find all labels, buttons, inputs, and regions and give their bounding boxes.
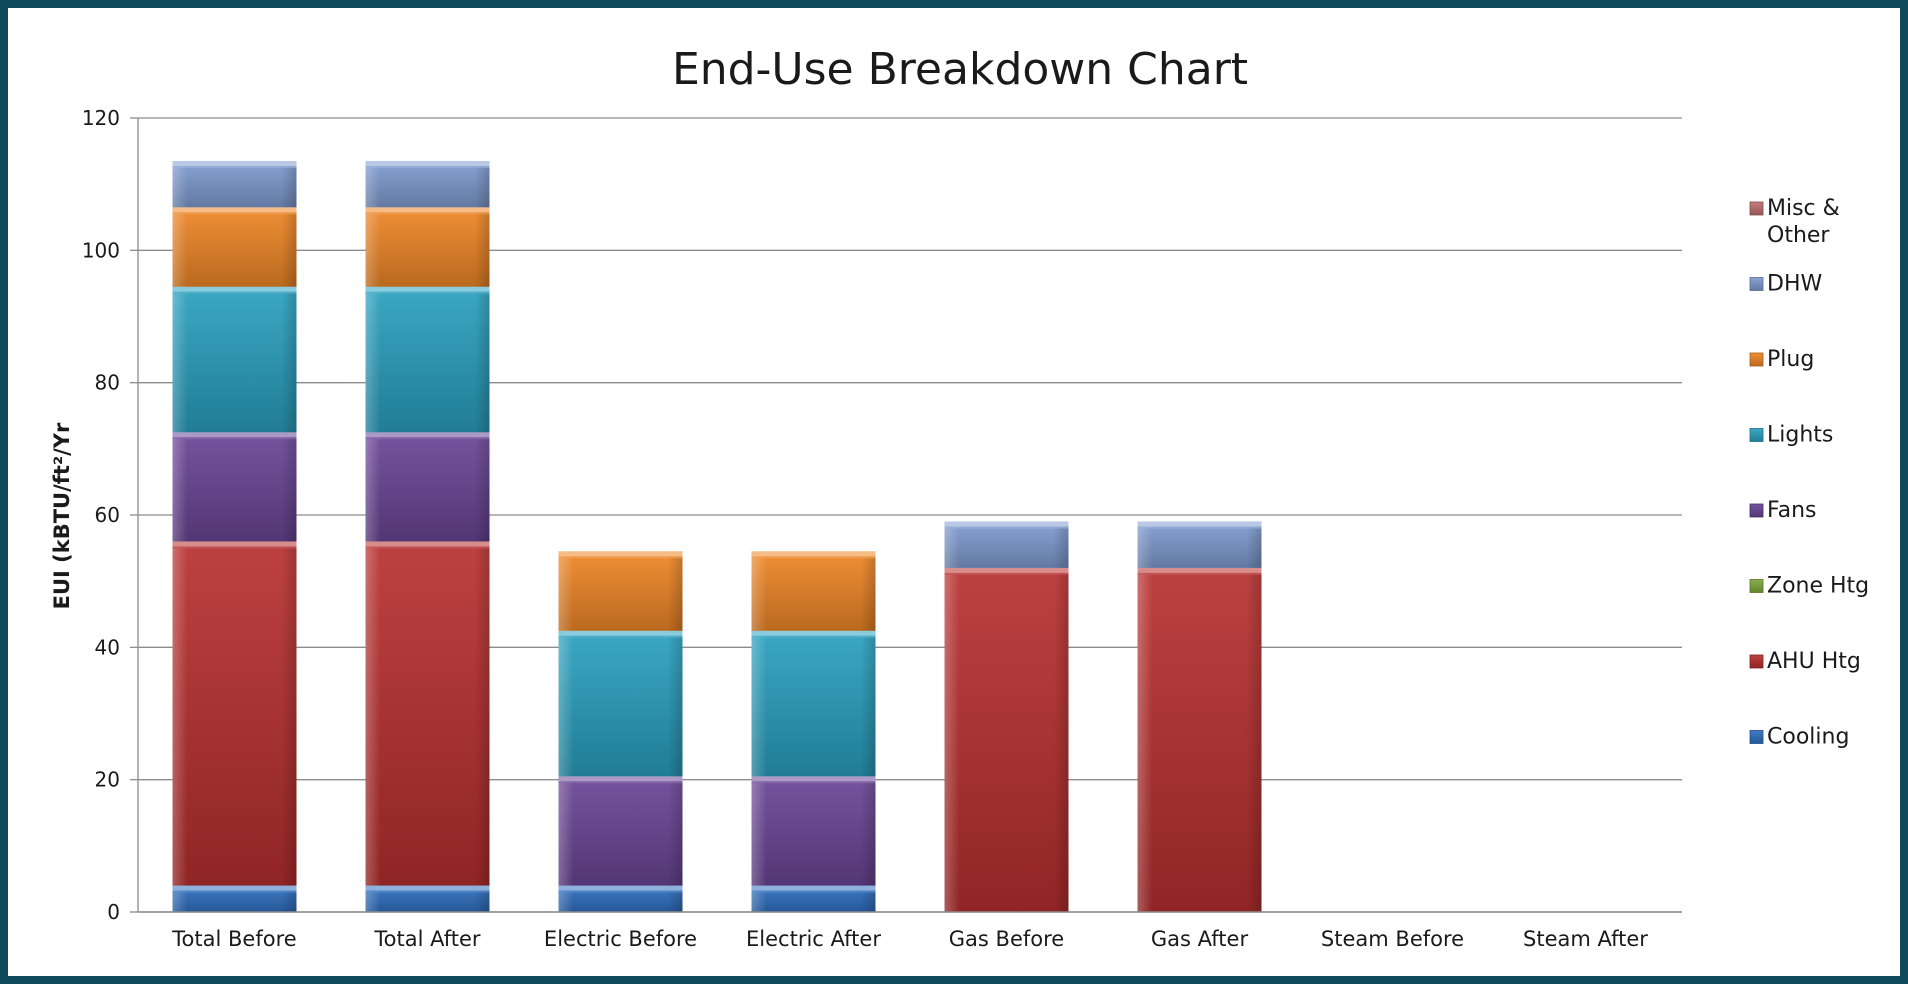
bar-electric-before-fans (558, 776, 683, 886)
legend-item-zone-htg: Zone Htg (1749, 574, 1869, 599)
bar-electric-before-cooling (558, 885, 683, 912)
y-tick-label-120: 120 (82, 106, 120, 130)
bar-total-before-fans (172, 432, 297, 542)
chart-title: End-Use Breakdown Chart (672, 44, 1248, 95)
bar-total-after-lights (365, 286, 490, 433)
x-tick-label-steam-before: Steam Before (1321, 927, 1464, 951)
bar-electric-before-plug (558, 551, 683, 631)
legend-item-plug: Plug (1749, 347, 1814, 372)
bar-electric-after-cooling (751, 885, 876, 912)
bar-total-after-plug (365, 207, 490, 287)
x-tick-label-gas-before: Gas Before (949, 927, 1064, 951)
bar-total-after-cooling (365, 885, 490, 912)
bar-total-after-fans (365, 432, 490, 542)
legend-item-dhw: DHW (1749, 272, 1822, 297)
y-tick-label-80: 80 (95, 371, 120, 395)
x-tick-label-electric-before: Electric Before (544, 927, 697, 951)
legend-swatch-misc-other (1749, 201, 1764, 216)
y-tick-label-100: 100 (82, 238, 120, 262)
legend-swatch-plug (1749, 352, 1764, 367)
bar-electric-after-plug (751, 551, 876, 631)
legend-swatch-lights (1749, 428, 1764, 442)
legend-item-fans: Fans (1749, 498, 1817, 523)
bar-gas-after-dhw (1137, 521, 1262, 568)
legend-swatch-dhw (1749, 277, 1764, 291)
legend-label-ahu-htg: AHU Htg (1767, 649, 1861, 674)
bar-gas-before-ahu-htg (944, 567, 1069, 912)
legend-swatch-zone-htg (1749, 579, 1764, 593)
y-axis-title: EUI (kBTU/ft²/Yr (50, 422, 74, 609)
y-tick-label-40: 40 (95, 635, 120, 659)
bar-electric-after-lights (751, 630, 876, 777)
bar-total-before-dhw (172, 161, 297, 208)
x-tick-label-electric-after: Electric After (746, 927, 881, 951)
bar-total-before-ahu-htg (172, 541, 297, 886)
legend: Misc & Other DHW Plug Lights Fans Zone Htg AHU … (1749, 196, 1869, 750)
end-use-breakdown-chart: End-Use Breakdown Chart 020406080100120 … (50, 44, 1869, 951)
legend-swatch-fans (1749, 503, 1764, 518)
bars (172, 161, 1262, 912)
legend-item-lights: Lights (1749, 423, 1833, 448)
bar-total-before-cooling (172, 885, 297, 912)
bar-electric-after-fans (751, 776, 876, 886)
legend-label-misc-other: Misc & Other (1767, 196, 1840, 248)
legend-label-plug: Plug (1767, 347, 1814, 372)
bar-total-before-plug (172, 207, 297, 287)
y-tick-label-0: 0 (107, 900, 120, 924)
bar-total-after-ahu-htg (365, 541, 490, 886)
legend-label-lights: Lights (1767, 423, 1833, 448)
legend-label-dhw: DHW (1767, 272, 1822, 297)
bar-gas-after-ahu-htg (1137, 567, 1262, 912)
x-tick-label-gas-after: Gas After (1151, 927, 1249, 951)
legend-swatch-cooling (1749, 730, 1764, 744)
bar-electric-before-lights (558, 630, 683, 777)
x-tick-label-total-before: Total Before (171, 927, 296, 951)
legend-label-cooling: Cooling (1767, 725, 1849, 750)
legend-item-cooling: Cooling (1749, 725, 1849, 750)
legend-swatch-ahu-htg (1749, 654, 1764, 669)
bar-total-after-dhw (365, 161, 490, 208)
y-tick-label-20: 20 (95, 768, 120, 792)
y-tick-label-60: 60 (95, 503, 120, 527)
bar-total-before-lights (172, 286, 297, 433)
legend-item-misc-other: Misc & Other (1749, 196, 1840, 248)
legend-label-zone-htg: Zone Htg (1767, 574, 1869, 599)
legend-item-ahu-htg: AHU Htg (1749, 649, 1861, 674)
legend-label-fans: Fans (1767, 498, 1817, 523)
bar-gas-before-dhw (944, 521, 1069, 568)
y-axis-ticks: 0 20 40 60 80 100 120 (82, 106, 139, 924)
x-axis: Total Before Total After Electric Before El… (138, 911, 1682, 951)
x-tick-label-total-after: Total After (373, 927, 481, 951)
x-tick-label-steam-after: Steam After (1523, 927, 1648, 951)
